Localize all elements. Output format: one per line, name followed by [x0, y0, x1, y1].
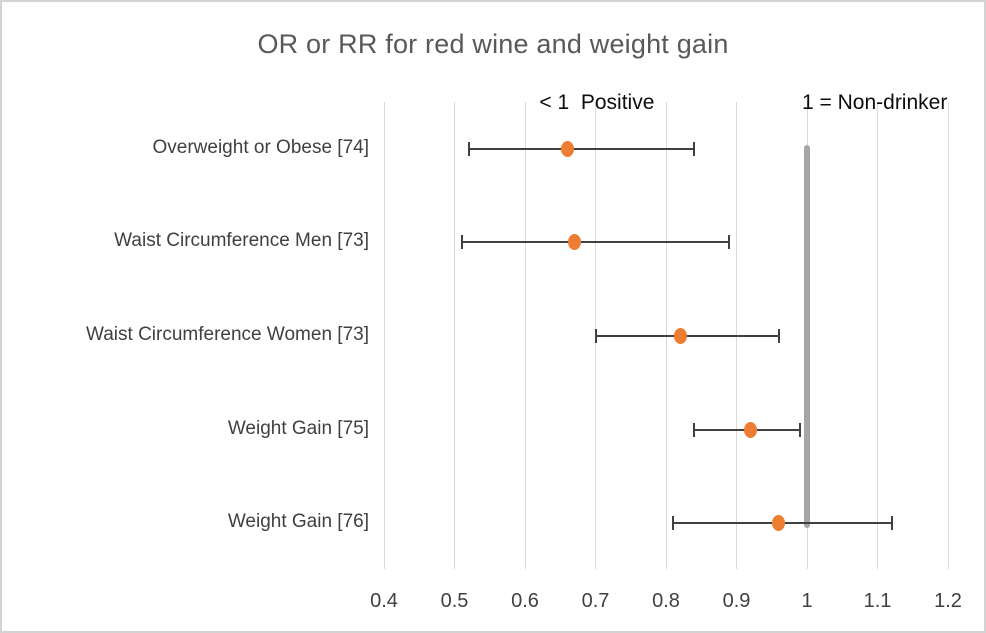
x-tick-label: 0.5 — [440, 590, 469, 612]
ci-cap-left — [460, 235, 463, 250]
gridline — [383, 102, 385, 569]
gridline — [947, 102, 949, 569]
point-marker — [772, 515, 786, 532]
chart-title: OR or RR for red wine and weight gain — [257, 29, 729, 59]
ci-cap-right — [728, 235, 731, 250]
ci-cap-right — [777, 329, 780, 343]
annotation-text: 1 = Non-drinker — [802, 91, 948, 114]
point-marker — [567, 234, 581, 251]
x-tick-label: 0.6 — [511, 590, 539, 612]
x-tick-label: 0.9 — [722, 590, 751, 612]
category-label: Weight Gain [76] — [227, 511, 369, 533]
ci-cap-left — [467, 141, 470, 156]
ci-cap-left — [594, 329, 597, 343]
x-tick-label: 1.1 — [863, 590, 892, 612]
ci-cap-right — [798, 422, 801, 437]
ci-cap-right — [890, 516, 893, 531]
ci-line — [595, 335, 779, 337]
gridline — [877, 102, 878, 569]
ci-cap-left — [672, 516, 675, 531]
point-marker — [673, 328, 687, 344]
x-tick-label: 0.8 — [652, 590, 680, 612]
ci-line — [461, 241, 730, 244]
category-label: Overweight or Obese [74] — [152, 136, 370, 158]
x-tick-label: 0.4 — [370, 590, 398, 612]
point-marker — [560, 140, 574, 157]
reference-line — [804, 145, 810, 528]
category-label: Weight Gain [75] — [227, 417, 369, 439]
category-label: Waist Circumference Men [73] — [114, 230, 369, 252]
x-tick-label: 1.2 — [934, 590, 962, 612]
point-marker — [744, 421, 758, 438]
ci-cap-left — [693, 422, 696, 437]
gridline — [524, 102, 526, 569]
gridline — [454, 102, 455, 569]
annotation-text: < 1 Positive — [539, 91, 655, 114]
ci-cap-right — [693, 141, 696, 156]
ci-line — [468, 147, 695, 150]
x-tick-label: 0.7 — [581, 590, 610, 612]
category-label: Waist Circumference Women [73] — [86, 324, 369, 345]
x-tick-label: 1 — [801, 590, 813, 612]
